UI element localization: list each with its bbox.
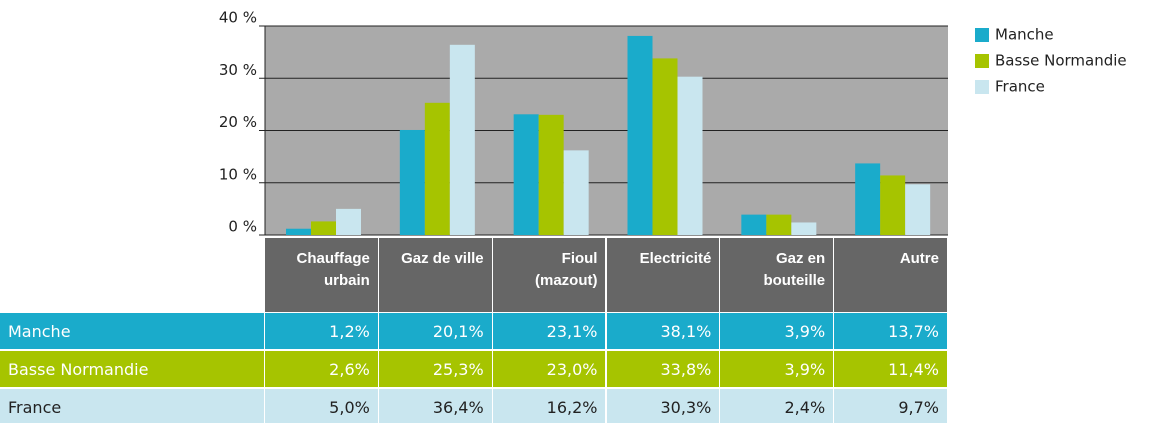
bar [286,228,311,235]
bar [880,175,906,235]
table-cell: 33,8% [606,351,721,388]
table-cell: 5,0% [265,389,379,423]
bar [311,221,336,235]
table-cell: 9,7% [834,389,948,423]
table-cell: 38,1% [606,313,721,350]
table-cell: 20,1% [378,313,493,350]
legend-swatch [975,28,989,42]
y-tick-label: 20 % [219,113,257,131]
table-cell: 2,6% [265,351,379,388]
bar [791,222,817,235]
table-header: Autre [834,238,948,312]
bar [766,214,792,235]
bar [449,44,475,236]
bar [741,214,767,235]
bar [905,184,931,235]
bar [399,129,425,235]
bar [652,58,678,235]
legend-swatch [975,54,989,68]
row-label: Basse Normandie [0,351,265,388]
bar [677,76,703,236]
bar [424,102,450,236]
row-label: France [0,389,265,423]
table-cell: 30,3% [606,389,721,423]
table-cell: 13,7% [834,313,948,350]
y-tick-label: 0 % [228,218,257,236]
bar [336,208,361,235]
table-cell: 25,3% [378,351,493,388]
table-cell: 23,0% [492,351,607,388]
table-cell: 16,2% [492,389,607,423]
table-header: Fioul (mazout) [492,238,607,312]
bar [513,114,539,235]
row-label: Manche [0,313,265,350]
table-cell: 23,1% [492,313,607,350]
bar [538,114,564,235]
table-header: Gaz de ville [378,238,493,312]
table-header: Gaz en bouteille [720,238,835,312]
y-tick-label: 30 % [219,61,257,79]
bar [563,150,589,235]
bar [855,163,881,235]
table-header: Chauffage urbain [265,238,379,312]
table-cell: 2,4% [720,389,835,423]
table-cell: 36,4% [378,389,493,423]
table-header: Electricité [606,238,721,312]
table-cell: 3,9% [720,313,835,350]
table-cell: 1,2% [265,313,379,350]
legend-swatch [975,80,989,94]
bar [627,35,653,235]
legend-label: Basse Normandie [995,52,1127,70]
y-tick-label: 10 % [219,165,257,183]
y-tick-label: 40 % [219,9,257,27]
legend-label: Manche [995,26,1054,44]
table-cell: 11,4% [834,351,948,388]
table-cell: 3,9% [720,351,835,388]
legend-label: France [995,78,1045,96]
